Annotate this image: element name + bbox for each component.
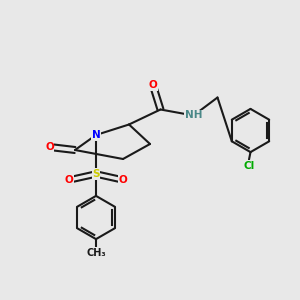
Text: O: O <box>45 142 54 152</box>
Text: O: O <box>118 175 127 185</box>
Text: O: O <box>64 175 74 185</box>
Text: NH: NH <box>185 110 202 121</box>
Text: CH₃: CH₃ <box>86 248 106 258</box>
Text: N: N <box>92 130 100 140</box>
Text: S: S <box>92 169 100 179</box>
Text: Cl: Cl <box>243 160 255 171</box>
Text: O: O <box>148 80 158 91</box>
